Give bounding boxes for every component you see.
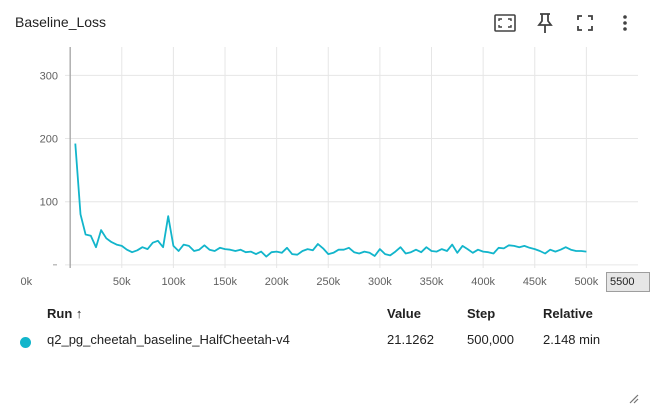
fit-domain-icon — [494, 14, 516, 32]
value-column-header[interactable]: Value — [387, 306, 421, 321]
run-relative: 2.148 min — [543, 332, 601, 347]
pin-icon — [537, 13, 553, 33]
resize-handle-icon[interactable] — [627, 392, 639, 404]
runs-table: Run ↑ Value Step Relative q2_pg_cheetah_… — [0, 300, 653, 352]
x-tick-label: 300k — [368, 276, 392, 288]
run-step: 500,000 — [467, 332, 514, 347]
x-tick-label: 0k — [21, 276, 33, 288]
more-vert-icon — [623, 15, 627, 31]
y-tick-label: 300 — [40, 70, 58, 82]
sort-arrow-icon: ↑ — [75, 306, 83, 321]
x-axis-hover-label: 5500 — [606, 272, 650, 292]
x-tick-label: 100k — [161, 276, 185, 288]
x-tick-label: 250k — [316, 276, 340, 288]
run-name: q2_pg_cheetah_baseline_HalfCheetah-v4 — [47, 332, 290, 347]
x-tick-label: 350k — [420, 276, 444, 288]
more-options-button[interactable] — [607, 10, 643, 36]
run-value: 21.1262 — [387, 332, 434, 347]
table-row: q2_pg_cheetah_baseline_HalfCheetah-v4 21… — [0, 326, 653, 352]
card-toolbar — [487, 10, 643, 36]
series-line — [74, 143, 587, 258]
run-column-header[interactable]: Run ↑ — [47, 306, 82, 321]
x-tick-label: 500k — [574, 276, 598, 288]
run-header-label: Run — [47, 306, 73, 321]
x-tick-label: 200k — [265, 276, 289, 288]
fullscreen-icon — [577, 15, 593, 31]
y-tick-label: 100 — [40, 197, 58, 209]
pin-button[interactable] — [527, 10, 563, 36]
x-tick-label: 50k — [113, 276, 131, 288]
relative-column-header[interactable]: Relative — [543, 306, 593, 321]
y-tick-label: 200 — [40, 134, 58, 146]
card-title: Baseline_Loss — [15, 14, 107, 30]
fullscreen-button[interactable] — [567, 10, 603, 36]
line-chart[interactable]: 100 200 300 0k 50k 100k 150k 200k 250k 300k 350k 40… — [0, 45, 653, 295]
x-tick-label: 450k — [523, 276, 547, 288]
fit-domain-button[interactable] — [487, 10, 523, 36]
step-column-header[interactable]: Step — [467, 306, 496, 321]
x-tick-label: 400k — [471, 276, 495, 288]
x-tick-label: 150k — [213, 276, 237, 288]
table-header-row: Run ↑ Value Step Relative — [0, 300, 653, 326]
run-color-dot — [20, 337, 31, 348]
line-chart-svg: 100 200 300 0k 50k 100k 150k 200k 250k 300k 350k 40… — [21, 47, 638, 288]
